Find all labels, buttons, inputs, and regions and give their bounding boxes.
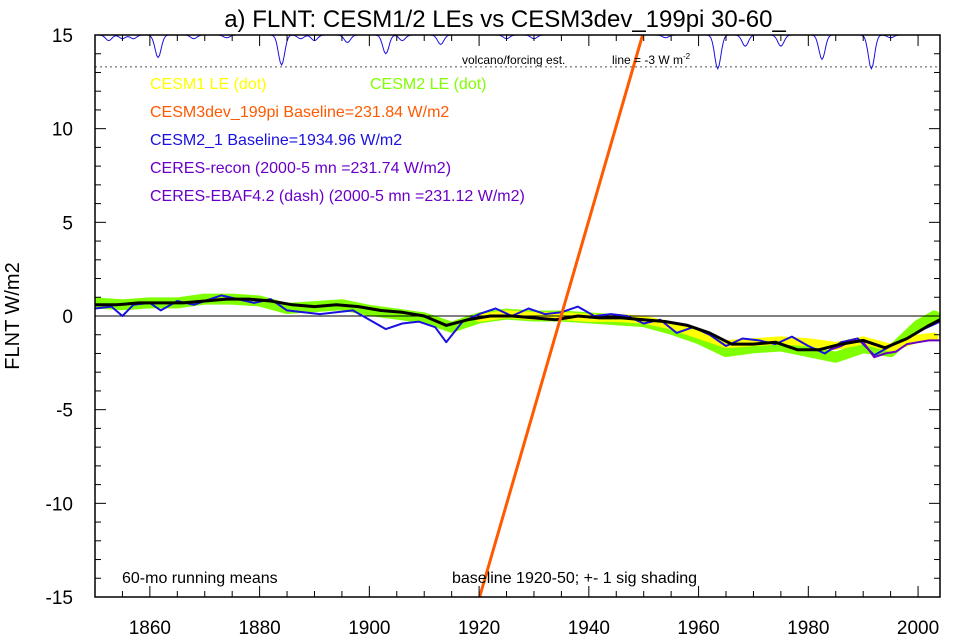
line-note-superscript: -2 [683, 52, 691, 61]
x-tick-label: 1960 [677, 618, 719, 639]
axes-layer: 1860 1880 1900 1920 1940 1960 1980 2000 15 10 5 0 -5… [46, 26, 941, 639]
line-note-annotation: line = -3 W m-2 [612, 52, 691, 67]
legend-entry-cesm1-le: CESM1 LE (dot) [150, 76, 266, 93]
volcano-annotation: volcano/forcing est. [462, 53, 565, 67]
legend-entry-ceres-recon: CERES-recon (2000-5 mn =231.74 W/m2) [150, 160, 451, 177]
legend-entry-cesm3dev: CESM3dev_199pi Baseline=231.84 W/m2 [150, 104, 449, 121]
baseline-annotation: baseline 1920-50; +- 1 sig shading [452, 570, 697, 587]
legend-entry-ceres-ebaf: CERES-EBAF4.2 (dash) (2000-5 mn =231.12 … [150, 188, 525, 205]
running-mean-annotation: 60-mo running means [122, 570, 278, 587]
y-axis-label: FLNT W/m2 [2, 262, 24, 369]
y-tick-label: -10 [46, 494, 73, 515]
line-note-text: line = -3 W m [612, 53, 683, 67]
x-tick-label: 1920 [458, 618, 500, 639]
chart-title: a) FLNT: CESM1/2 LEs vs CESM3dev_199pi 3… [224, 6, 786, 33]
y-tick-label: 10 [52, 120, 73, 141]
y-tick-label: -15 [46, 588, 73, 609]
legend-entry-cesm2-le: CESM2 LE (dot) [370, 76, 486, 93]
legend-entry-cesm2-1: CESM2_1 Baseline=1934.96 W/m2 [150, 132, 402, 149]
x-tick-label: 1980 [787, 618, 829, 639]
x-tick-label: 1880 [238, 618, 280, 639]
cesm3dev-line [478, 35, 645, 597]
y-tick-label: 5 [62, 213, 73, 234]
x-tick-label: 2000 [897, 618, 939, 639]
cesm2-1-line [95, 294, 940, 357]
y-tick-label: -5 [56, 401, 73, 422]
y-tick-label: 0 [62, 307, 73, 328]
x-tick-label: 1900 [348, 618, 390, 639]
y-tick-label: 15 [52, 26, 73, 47]
legend: CESM1 LE (dot) CESM2 LE (dot) CESM3dev_1… [150, 76, 525, 205]
ensemble-mean-line [95, 297, 940, 352]
x-tick-label: 1860 [129, 618, 171, 639]
x-tick-label: 1940 [568, 618, 610, 639]
